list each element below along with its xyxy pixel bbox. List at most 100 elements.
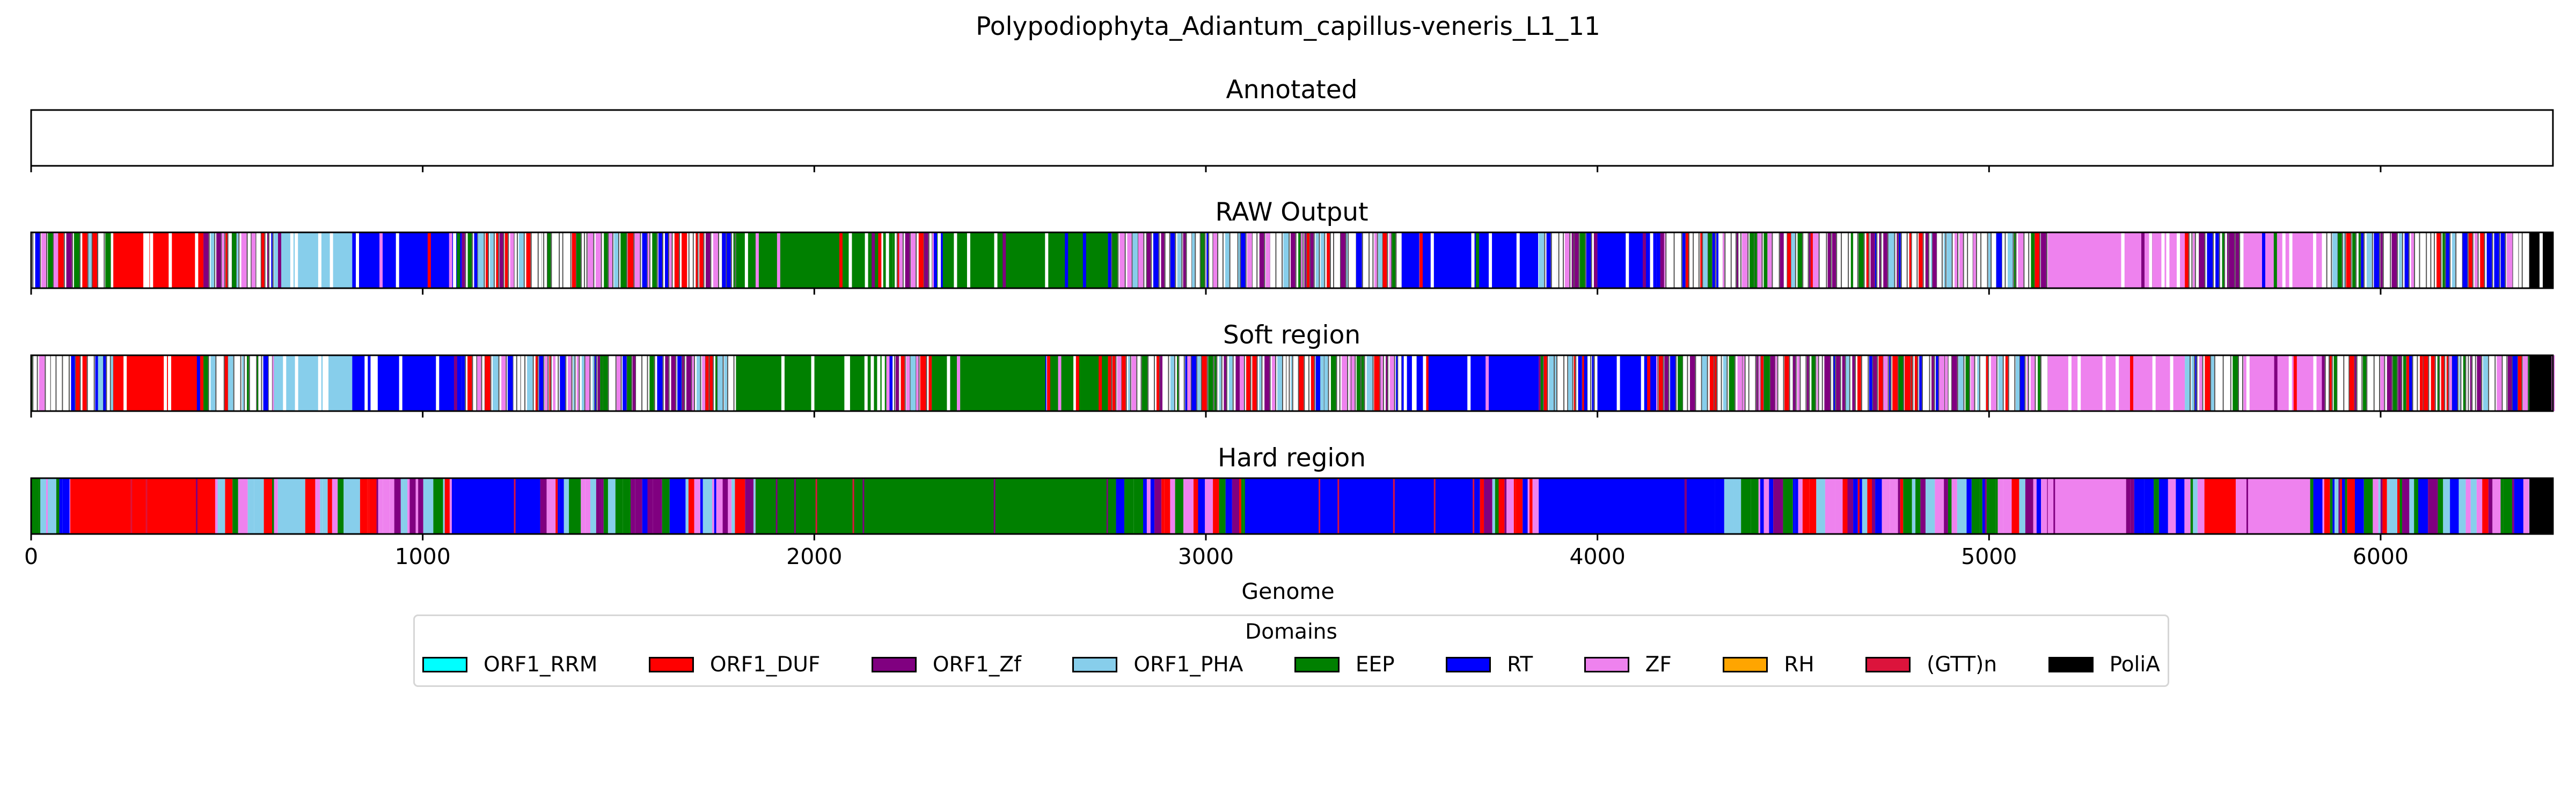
- domain-stripe: [555, 355, 558, 411]
- domain-stripe: [501, 355, 506, 411]
- domain-stripe: [2345, 355, 2349, 411]
- domain-stripe: [657, 355, 663, 411]
- stripe-edge: [2475, 355, 2476, 411]
- stripe-edge: [1339, 355, 1341, 411]
- stripe-edge: [2348, 355, 2350, 411]
- domain-stripe: [1656, 232, 1660, 288]
- domain-stripe: [1879, 232, 1881, 288]
- domain-stripe: [2506, 232, 2513, 288]
- domain-stripe: [1393, 478, 1395, 534]
- stripe-edge: [1252, 232, 1253, 288]
- domain-stripe: [920, 355, 926, 411]
- domain-stripe: [595, 355, 596, 411]
- domain-stripe: [71, 355, 75, 411]
- domain-stripe: [203, 355, 208, 411]
- stripe-edge: [733, 355, 735, 411]
- domain-stripe: [581, 355, 584, 411]
- domain-stripe: [1743, 355, 1745, 411]
- stripe-edge: [1922, 232, 1924, 288]
- domain-stripe: [1156, 355, 1159, 411]
- stripe-edge: [516, 355, 517, 411]
- domain-stripe: [2480, 232, 2484, 288]
- stripe-edge: [2518, 232, 2520, 288]
- domain-stripe: [1277, 232, 1282, 288]
- domain-stripe: [1863, 355, 1868, 411]
- stripe-edge: [1387, 355, 1388, 411]
- stripe-edge: [2505, 232, 2506, 288]
- stripe-edge: [1111, 232, 1113, 288]
- domain-stripe: [1315, 355, 1321, 411]
- legend-item: EEP: [1294, 653, 1395, 677]
- domain-stripe: [264, 478, 273, 534]
- domain-stripe: [1045, 232, 1049, 288]
- domain-stripe: [278, 232, 282, 288]
- domain-stripe: [1153, 232, 1159, 288]
- domain-stripe: [1784, 355, 1789, 411]
- stripe-edge: [1213, 355, 1214, 411]
- domain-stripe: [1324, 355, 1328, 411]
- domain-stripe: [169, 232, 172, 288]
- stripe-edge: [1868, 232, 1870, 288]
- stripe-edge: [2028, 355, 2029, 411]
- domain-stripe: [1165, 232, 1169, 288]
- domain-stripe: [1889, 355, 1891, 411]
- stripe-edge: [684, 355, 685, 411]
- stripe-edge: [244, 355, 245, 411]
- domain-stripe: [569, 478, 578, 534]
- domain-stripe: [1875, 478, 1882, 534]
- domain-stripe: [1919, 355, 1922, 411]
- domain-stripe: [2215, 232, 2219, 288]
- domain-stripe: [585, 478, 591, 534]
- domain-stripe: [216, 232, 221, 288]
- stripe-edge: [1872, 355, 1874, 411]
- stripe-edge: [1963, 232, 1964, 288]
- domain-stripe: [399, 355, 402, 411]
- stripe-edge: [1730, 232, 1732, 288]
- domain-stripe: [603, 478, 608, 534]
- stripe-edge: [2222, 355, 2224, 411]
- domain-stripe: [1937, 232, 1942, 288]
- stripe-edge: [2204, 232, 2206, 288]
- domain-stripe: [864, 355, 868, 411]
- domain-stripe: [1197, 355, 1201, 411]
- domain-stripe: [2443, 478, 2450, 534]
- domain-stripe: [1843, 232, 1848, 288]
- domain-stripe: [1398, 355, 1402, 411]
- domain-stripe: [167, 355, 171, 411]
- domain-stripe: [2513, 232, 2519, 288]
- stripe-edge: [1158, 232, 1160, 288]
- domain-stripe: [2068, 355, 2072, 411]
- domain-stripe: [2523, 355, 2528, 411]
- domain-stripe: [1484, 478, 1492, 534]
- stripe-edge: [1394, 355, 1395, 411]
- domain-stripe: [1378, 232, 1382, 288]
- domain-stripe: [1202, 355, 1207, 411]
- domain-stripe: [1616, 355, 1620, 411]
- stripe-edge: [68, 355, 70, 411]
- domain-stripe: [1371, 232, 1373, 288]
- legend-label: ORF1_DUF: [709, 652, 821, 677]
- domain-stripe: [59, 478, 63, 534]
- domain-stripe: [383, 478, 390, 534]
- domain-stripe: [1641, 355, 1644, 411]
- domain-stripe: [2168, 478, 2176, 534]
- domain-stripe: [1919, 232, 1923, 288]
- domain-stripe: [1555, 355, 1557, 411]
- domain-stripe: [1243, 478, 1245, 534]
- domain-stripe: [58, 232, 64, 288]
- domain-stripe: [568, 355, 572, 411]
- stripe-edge: [2521, 232, 2523, 288]
- stripe-edge: [716, 355, 718, 411]
- domain-stripe: [2009, 355, 2015, 411]
- domain-stripe: [2387, 478, 2389, 534]
- domain-stripe: [1992, 232, 1996, 288]
- domain-segment: [454, 478, 540, 534]
- legend-item: RT: [1446, 653, 1533, 677]
- domain-stripe: [1214, 355, 1217, 411]
- stripe-edge: [1744, 355, 1746, 411]
- domain-stripe: [627, 232, 634, 288]
- domain-stripe: [247, 478, 254, 534]
- domain-stripe: [1990, 355, 1996, 411]
- stripe-edge: [2428, 355, 2429, 411]
- domain-stripe: [2326, 355, 2329, 411]
